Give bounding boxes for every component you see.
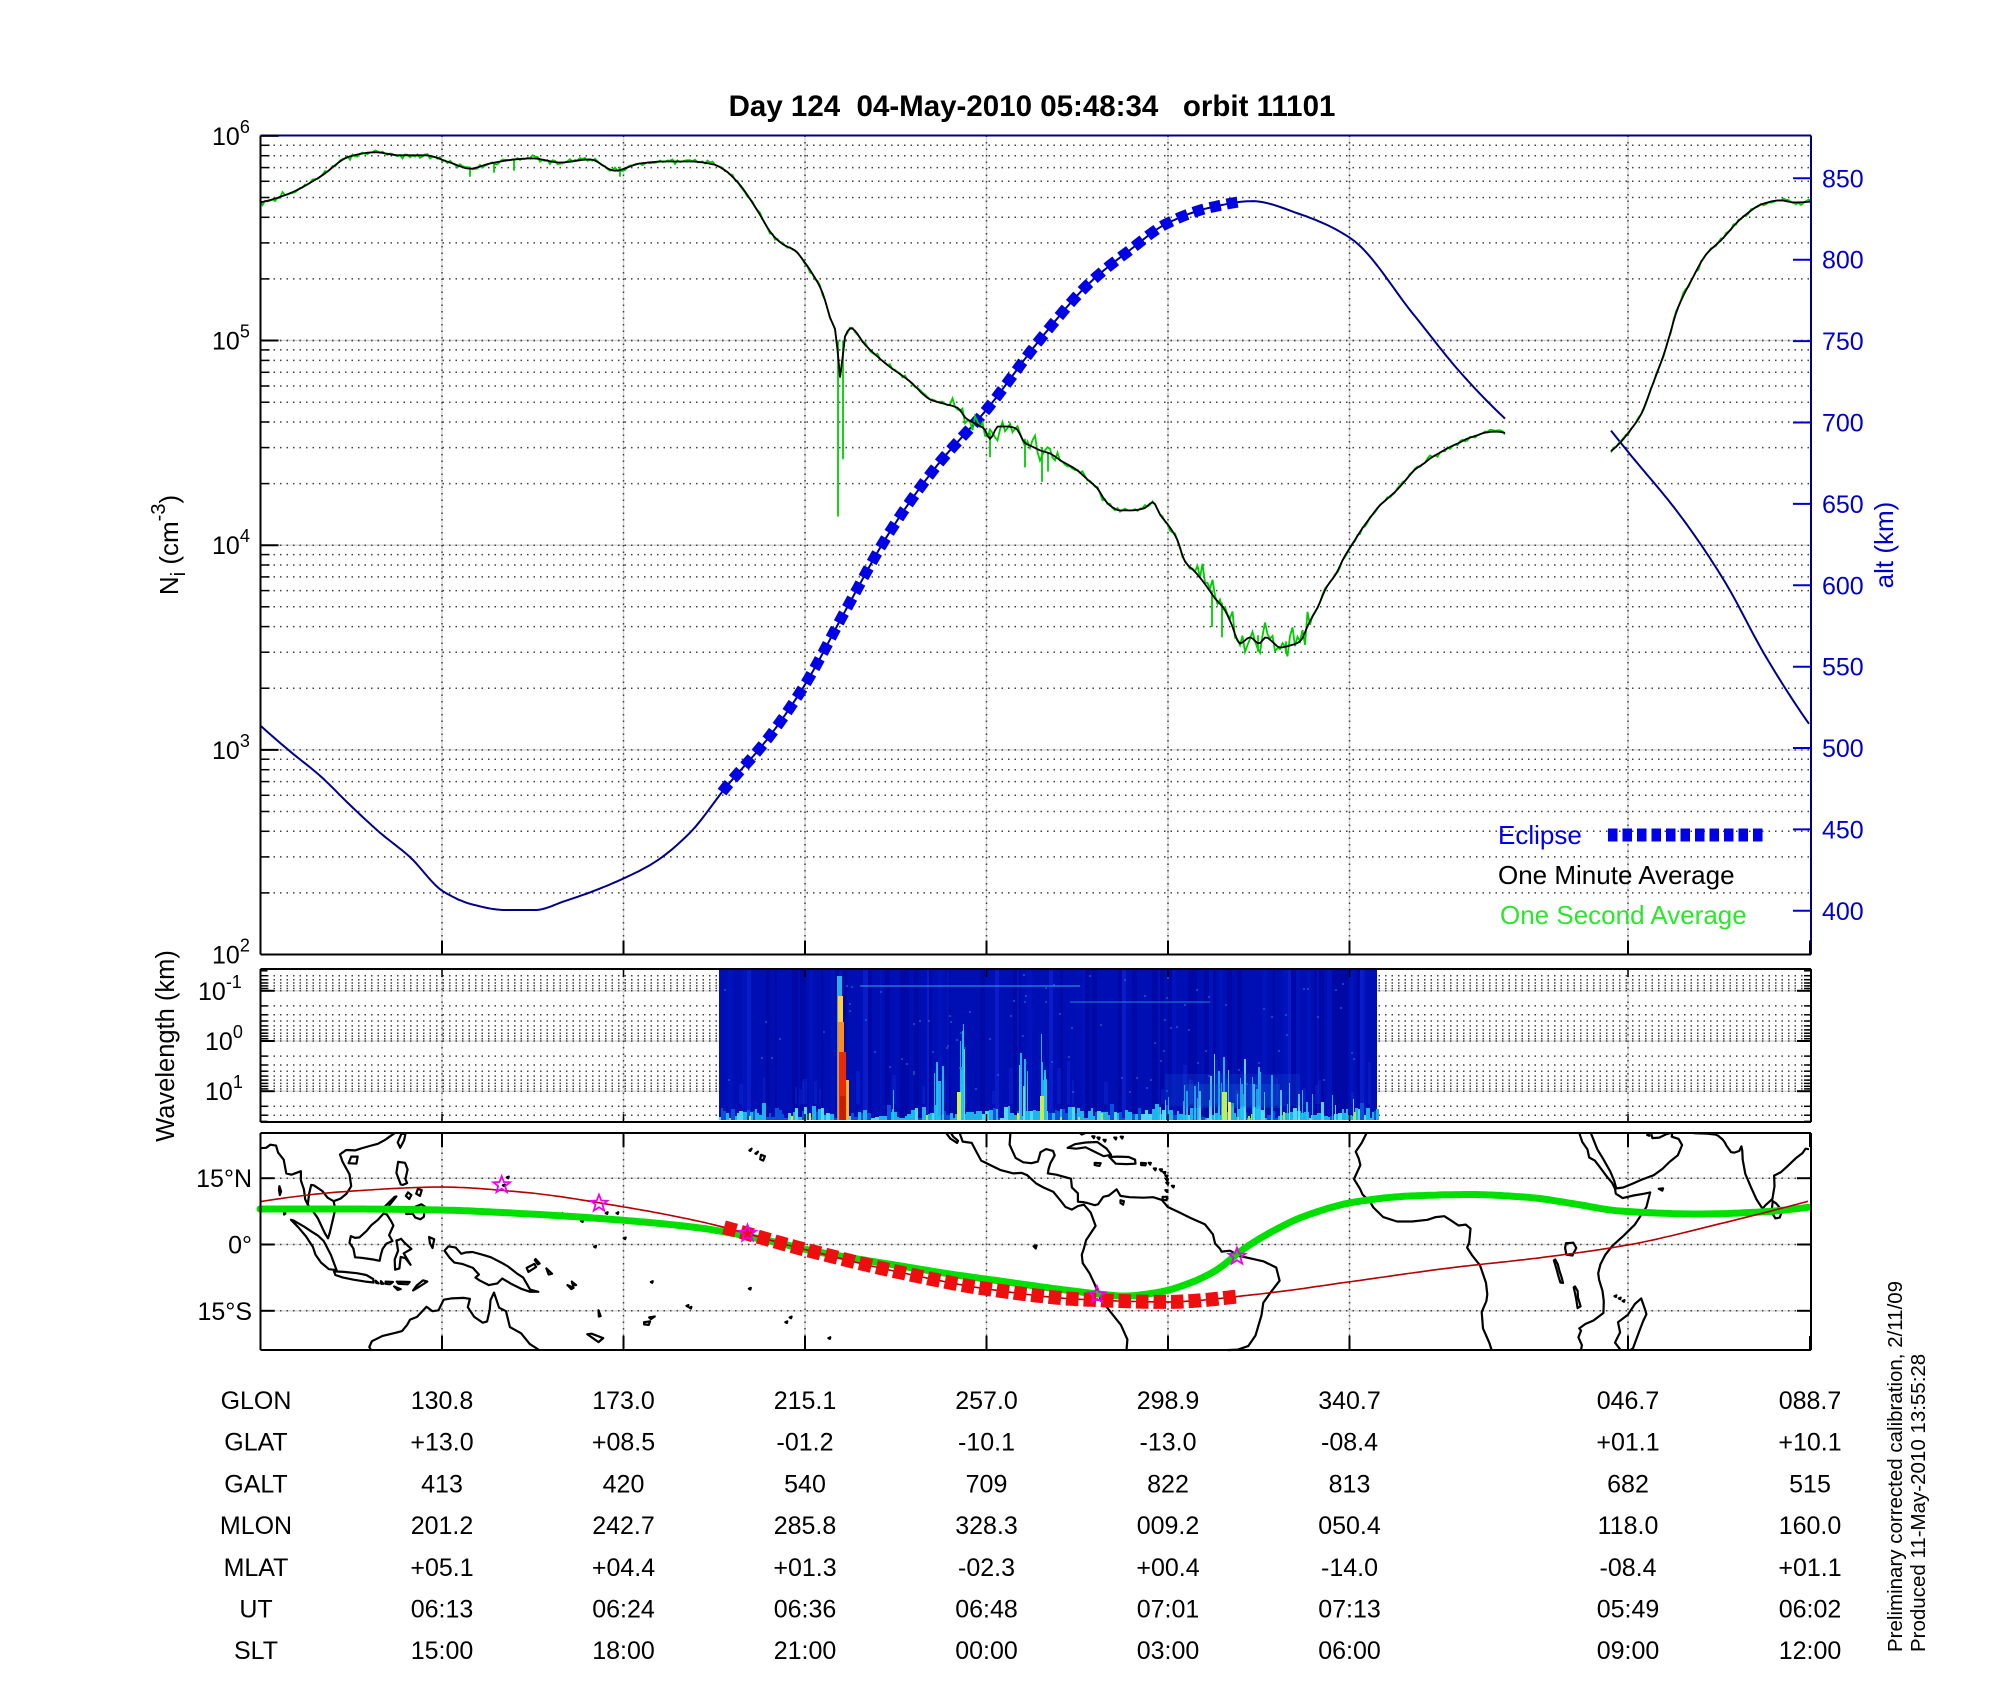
svg-text:420: 420 (603, 1470, 645, 1498)
svg-text:500: 500 (1822, 735, 1864, 763)
svg-text:257.0: 257.0 (955, 1387, 1018, 1415)
svg-text:00:00: 00:00 (955, 1637, 1018, 1665)
svg-text:21:00: 21:00 (774, 1637, 837, 1665)
svg-text:09:00: 09:00 (1597, 1637, 1660, 1665)
svg-text:600: 600 (1822, 572, 1864, 600)
svg-text:06:48: 06:48 (955, 1596, 1018, 1624)
svg-text:+01.1: +01.1 (1778, 1554, 1841, 1582)
svg-text:118.0: 118.0 (1598, 1512, 1659, 1540)
svg-text:One Minute Average: One Minute Average (1498, 860, 1735, 890)
svg-text:009.2: 009.2 (1137, 1512, 1200, 1540)
svg-text:515: 515 (1789, 1470, 1831, 1498)
svg-text:06:13: 06:13 (411, 1596, 474, 1624)
svg-text:822: 822 (1147, 1470, 1189, 1498)
svg-text:285.8: 285.8 (774, 1512, 837, 1540)
svg-text:800: 800 (1822, 247, 1864, 275)
svg-text:413: 413 (421, 1470, 463, 1498)
svg-text:03:00: 03:00 (1137, 1637, 1200, 1665)
svg-text:-08.4: -08.4 (1600, 1554, 1657, 1582)
svg-text:+01.3: +01.3 (773, 1554, 836, 1582)
svg-text:-01.2: -01.2 (777, 1429, 834, 1457)
svg-text:813: 813 (1329, 1470, 1371, 1498)
svg-text:Day 124 04-May-2010 05:48:34: Day 124 04-May-2010 05:48:34 orbit 11101 (729, 90, 1336, 123)
svg-text:One Second Average: One Second Average (1500, 900, 1747, 930)
svg-text:750: 750 (1822, 328, 1864, 356)
svg-text:06:36: 06:36 (774, 1596, 837, 1624)
svg-text:Wavelength (km): Wavelength (km) (152, 950, 180, 1142)
svg-text:UT: UT (239, 1596, 272, 1624)
svg-text:GLAT: GLAT (224, 1429, 287, 1457)
svg-text:540: 540 (784, 1470, 826, 1498)
svg-text:340.7: 340.7 (1318, 1387, 1381, 1415)
svg-text:+01.1: +01.1 (1596, 1429, 1659, 1457)
svg-text:-13.0: -13.0 (1140, 1429, 1197, 1457)
svg-text:Produced 11-May-2010 13:55:28: Produced 11-May-2010 13:55:28 (1907, 1354, 1930, 1652)
svg-text:Preliminary corrected calibrat: Preliminary corrected calibration, 2/11/… (1884, 1281, 1907, 1652)
svg-text:+00.4: +00.4 (1136, 1554, 1199, 1582)
svg-text:201.2: 201.2 (411, 1512, 474, 1540)
svg-text:+13.0: +13.0 (410, 1429, 473, 1457)
svg-text:05:49: 05:49 (1597, 1596, 1660, 1624)
svg-text:GALT: GALT (224, 1470, 287, 1498)
svg-text:+04.4: +04.4 (592, 1554, 655, 1582)
svg-text:682: 682 (1607, 1470, 1649, 1498)
svg-text:298.9: 298.9 (1137, 1387, 1200, 1415)
svg-text:850: 850 (1822, 165, 1864, 193)
svg-text:450: 450 (1822, 816, 1864, 844)
svg-text:103: 103 (212, 731, 250, 765)
svg-text:+05.1: +05.1 (410, 1554, 473, 1582)
svg-text:07:13: 07:13 (1318, 1596, 1381, 1624)
svg-text:088.7: 088.7 (1779, 1387, 1842, 1415)
svg-text:06:02: 06:02 (1779, 1596, 1842, 1624)
svg-text:12:00: 12:00 (1779, 1637, 1842, 1665)
svg-text:-08.4: -08.4 (1321, 1429, 1378, 1457)
svg-text:160.0: 160.0 (1779, 1512, 1842, 1540)
svg-text:alt (km): alt (km) (1869, 502, 1899, 589)
svg-text:+10.1: +10.1 (1778, 1429, 1841, 1457)
svg-text:15°N: 15°N (196, 1165, 252, 1193)
svg-text:SLT: SLT (234, 1637, 278, 1665)
svg-text:18:00: 18:00 (592, 1637, 655, 1665)
svg-text:709: 709 (966, 1470, 1008, 1498)
svg-text:06:00: 06:00 (1318, 1637, 1381, 1665)
svg-text:-14.0: -14.0 (1321, 1554, 1378, 1582)
svg-text:06:24: 06:24 (592, 1596, 655, 1624)
svg-text:328.3: 328.3 (955, 1512, 1018, 1540)
svg-text:-02.3: -02.3 (958, 1554, 1015, 1582)
svg-text:GLON: GLON (221, 1387, 292, 1415)
svg-text:242.7: 242.7 (592, 1512, 655, 1540)
svg-text:-10.1: -10.1 (958, 1429, 1015, 1457)
svg-text:130.8: 130.8 (411, 1387, 474, 1415)
svg-text:650: 650 (1822, 491, 1864, 519)
svg-text:0°: 0° (228, 1232, 252, 1260)
svg-text:MLON: MLON (220, 1512, 292, 1540)
svg-text:15°S: 15°S (198, 1298, 252, 1326)
svg-text:700: 700 (1822, 410, 1864, 438)
svg-text:550: 550 (1822, 654, 1864, 682)
svg-text:050.4: 050.4 (1318, 1512, 1381, 1540)
svg-text:173.0: 173.0 (592, 1387, 655, 1415)
svg-text:Eclipse: Eclipse (1498, 820, 1582, 850)
svg-text:046.7: 046.7 (1597, 1387, 1660, 1415)
svg-text:Ni (cm-3): Ni (cm-3) (148, 495, 190, 595)
svg-text:15:00: 15:00 (411, 1637, 474, 1665)
svg-text:215.1: 215.1 (774, 1387, 837, 1415)
svg-text:400: 400 (1822, 898, 1864, 926)
svg-text:MLAT: MLAT (224, 1554, 289, 1582)
svg-text:07:01: 07:01 (1137, 1596, 1200, 1624)
svg-text:+08.5: +08.5 (592, 1429, 655, 1457)
